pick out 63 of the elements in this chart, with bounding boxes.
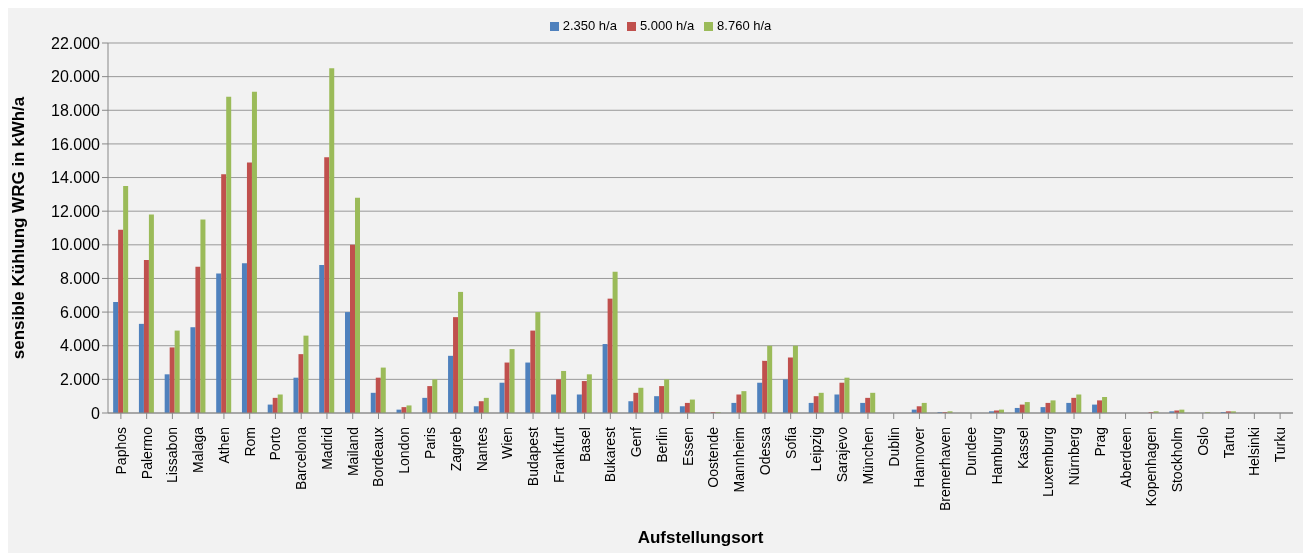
x-tick-label: Luxemburg — [1040, 427, 1057, 498]
x-tick-label: Lissabon — [164, 427, 181, 484]
x-tick-label: München — [859, 427, 876, 485]
x-tick-label: London — [396, 427, 413, 474]
x-tick-label: Bordeaux — [370, 427, 387, 487]
x-tick-label: Odessa — [756, 426, 773, 476]
y-tick-label: 4.000 — [59, 337, 101, 355]
y-tick-label: 8.000 — [59, 270, 101, 288]
x-tick-label: Nantes — [473, 427, 490, 472]
x-tick-label: Madrid — [318, 427, 335, 470]
x-tick-label: Rom — [241, 427, 258, 457]
x-tick-label: Hamburg — [988, 427, 1005, 485]
y-tick-label: 6.000 — [59, 303, 101, 321]
x-tick-label: Kassel — [1014, 427, 1031, 470]
x-tick-label: Bremerhaven — [937, 427, 954, 512]
x-tick-label: Leipzig — [808, 427, 825, 472]
x-tick-label: Mailand — [344, 427, 361, 477]
x-tick-label: Oostende — [705, 426, 722, 488]
x-tick-label: Mannheim — [731, 427, 748, 493]
y-tick-label: 0 — [91, 404, 101, 422]
legend-label: 8.760 h/a — [717, 18, 772, 33]
y-tick-label: 12.000 — [51, 202, 101, 220]
x-tick-label: Turku — [1272, 427, 1289, 463]
x-tick-label: Palermo — [138, 426, 155, 480]
legend-label: 5.000 h/a — [639, 18, 695, 33]
x-tick-label: Stockholm — [1169, 427, 1186, 493]
y-tick-label: 14.000 — [51, 169, 101, 187]
x-tick-label: Zagreb — [447, 426, 464, 472]
x-tick-label: Athen — [215, 427, 232, 464]
x-tick-label: Barcelona — [293, 426, 310, 491]
y-tick-label: 2.000 — [59, 371, 101, 389]
y-tick-label: 22.000 — [51, 34, 101, 52]
x-tick-label: Paris — [422, 427, 439, 459]
x-tick-label: Porto — [267, 426, 284, 461]
x-tick-label: Dublin — [885, 427, 902, 467]
x-tick-label: Budapest — [525, 426, 542, 487]
y-tick-label: 18.000 — [51, 101, 101, 119]
x-tick-label: Sofia — [782, 426, 799, 459]
x-tick-label: Basel — [576, 427, 593, 463]
x-tick-label: Kopenhagen — [1143, 427, 1160, 507]
x-tick-label: Helsinki — [1246, 427, 1263, 477]
x-tick-label: Sarajevo — [834, 426, 851, 483]
y-tick-label: 16.000 — [51, 135, 101, 153]
x-tick-label: Essen — [679, 427, 696, 466]
x-tick-label: Frankfurt — [550, 426, 567, 484]
x-tick-label: Nürnberg — [1066, 427, 1083, 486]
x-tick-label: Aberdeen — [1117, 427, 1134, 488]
x-tick-label: Hannover — [911, 426, 928, 488]
x-tick-label: Bukarest — [602, 426, 619, 483]
x-tick-label: Genf — [628, 426, 645, 458]
legend-label: 2.350 h/a — [562, 18, 617, 33]
y-axis-title: sensible Kühlung WRG in kWh/a — [9, 96, 29, 360]
x-axis-title: Aufstellungsort — [637, 528, 764, 547]
x-tick-label: Dundee — [962, 426, 979, 477]
x-tick-label: Malaga — [190, 426, 207, 473]
x-tick-label: Oslo — [1194, 426, 1211, 456]
y-tick-label: 20.000 — [51, 68, 101, 86]
x-tick-label: Paphos — [112, 427, 129, 475]
x-tick-label: Tartu — [1220, 427, 1237, 459]
x-tick-label: Prag — [1091, 427, 1108, 457]
y-tick-label: 10.000 — [51, 236, 101, 254]
x-tick-label: Wien — [499, 427, 516, 459]
x-tick-label: Berlin — [653, 427, 670, 463]
